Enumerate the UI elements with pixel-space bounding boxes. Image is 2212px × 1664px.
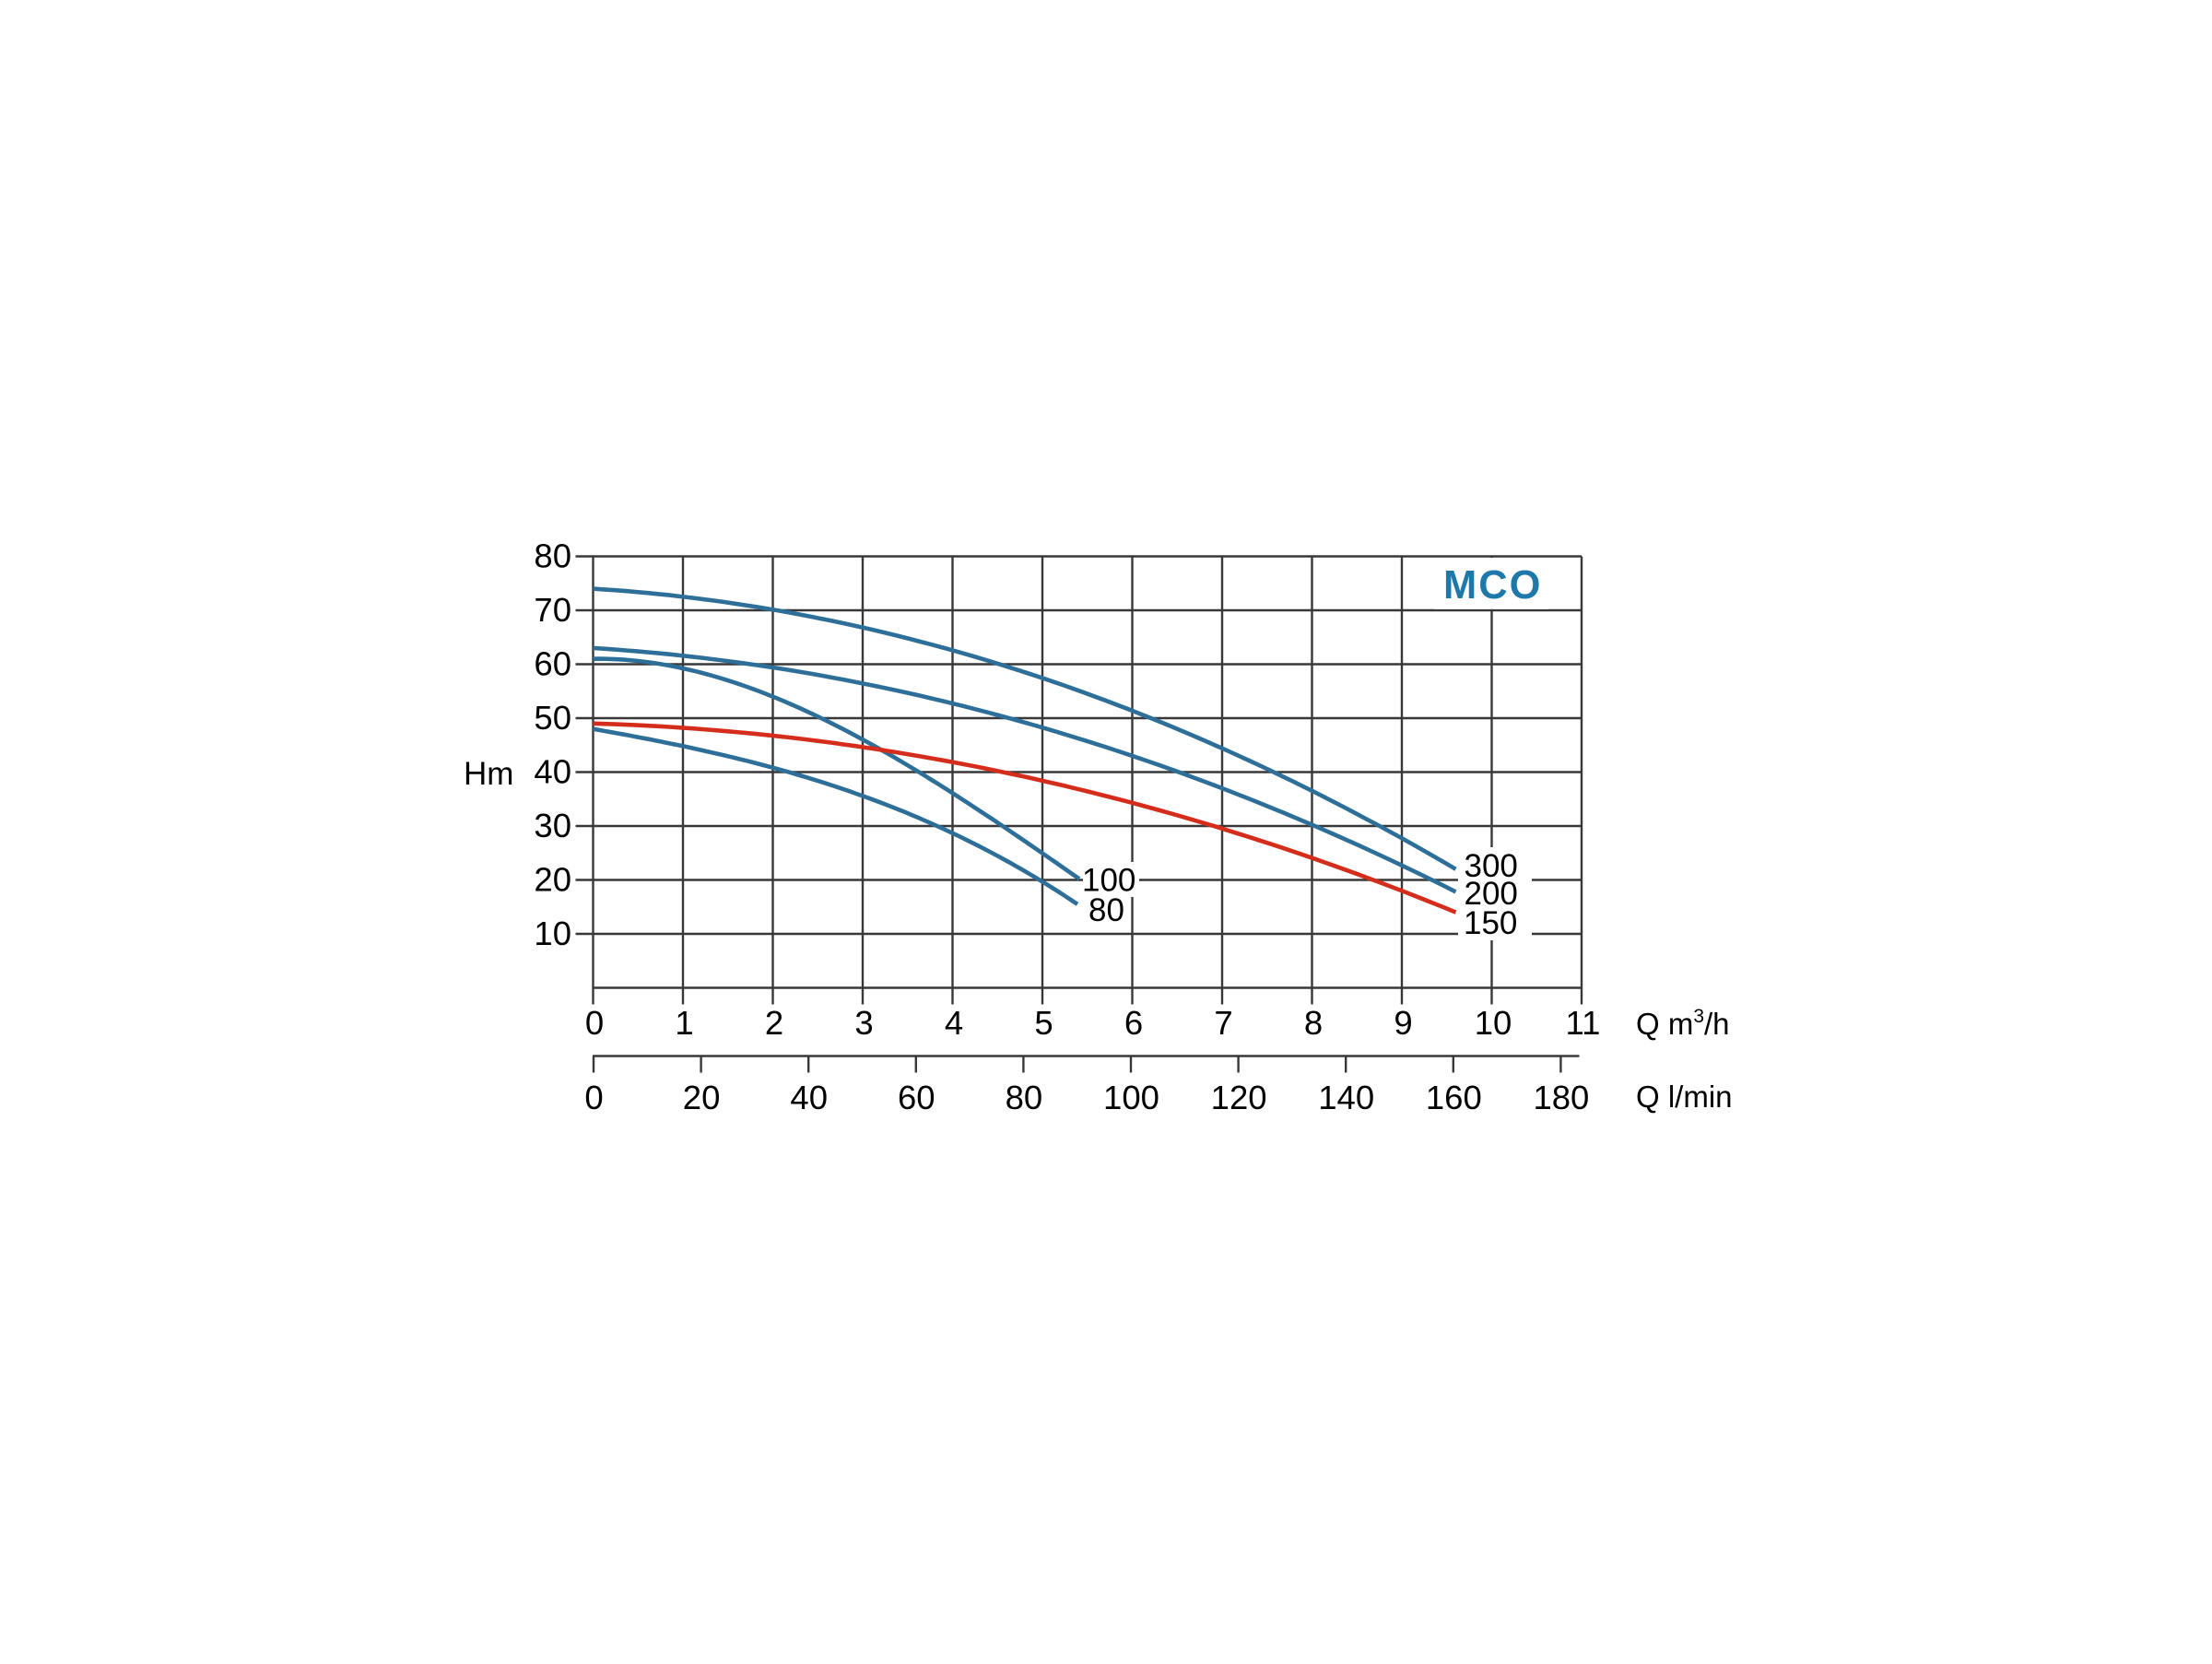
svg-text:160: 160	[1426, 1079, 1482, 1116]
svg-text:3: 3	[854, 1004, 873, 1042]
svg-text:120: 120	[1211, 1079, 1267, 1116]
svg-text:Hm: Hm	[464, 756, 513, 792]
svg-text:60: 60	[898, 1079, 935, 1116]
svg-text:70: 70	[534, 591, 571, 629]
svg-text:1: 1	[675, 1004, 693, 1042]
svg-text:Q m3/h: Q m3/h	[1636, 1006, 1730, 1041]
svg-text:20: 20	[534, 861, 571, 899]
svg-text:6: 6	[1124, 1004, 1143, 1042]
svg-text:4: 4	[945, 1004, 963, 1042]
svg-text:0: 0	[585, 1004, 604, 1042]
svg-text:50: 50	[534, 699, 571, 737]
svg-text:140: 140	[1318, 1079, 1374, 1116]
svg-text:MCO: MCO	[1443, 563, 1543, 608]
svg-text:100: 100	[1082, 863, 1135, 899]
svg-text:9: 9	[1394, 1004, 1412, 1042]
svg-text:2: 2	[765, 1004, 783, 1042]
svg-text:60: 60	[534, 645, 571, 683]
svg-text:300: 300	[1465, 848, 1518, 884]
svg-text:8: 8	[1304, 1004, 1323, 1042]
svg-text:180: 180	[1533, 1079, 1589, 1116]
svg-text:30: 30	[534, 807, 571, 844]
svg-text:200: 200	[1465, 876, 1518, 912]
svg-text:0: 0	[584, 1079, 603, 1116]
svg-text:150: 150	[1464, 905, 1517, 941]
svg-text:5: 5	[1034, 1004, 1053, 1042]
svg-text:80: 80	[1006, 1079, 1043, 1116]
svg-text:80: 80	[1088, 892, 1124, 928]
svg-text:40: 40	[534, 753, 571, 791]
svg-text:10: 10	[1475, 1004, 1512, 1042]
svg-text:80: 80	[534, 537, 571, 575]
svg-text:Q l/min: Q l/min	[1636, 1080, 1733, 1114]
svg-text:11: 11	[1566, 1004, 1601, 1042]
svg-text:10: 10	[534, 915, 571, 952]
svg-text:7: 7	[1214, 1004, 1232, 1042]
svg-text:40: 40	[790, 1079, 828, 1116]
svg-text:20: 20	[683, 1079, 721, 1116]
svg-text:100: 100	[1103, 1079, 1159, 1116]
